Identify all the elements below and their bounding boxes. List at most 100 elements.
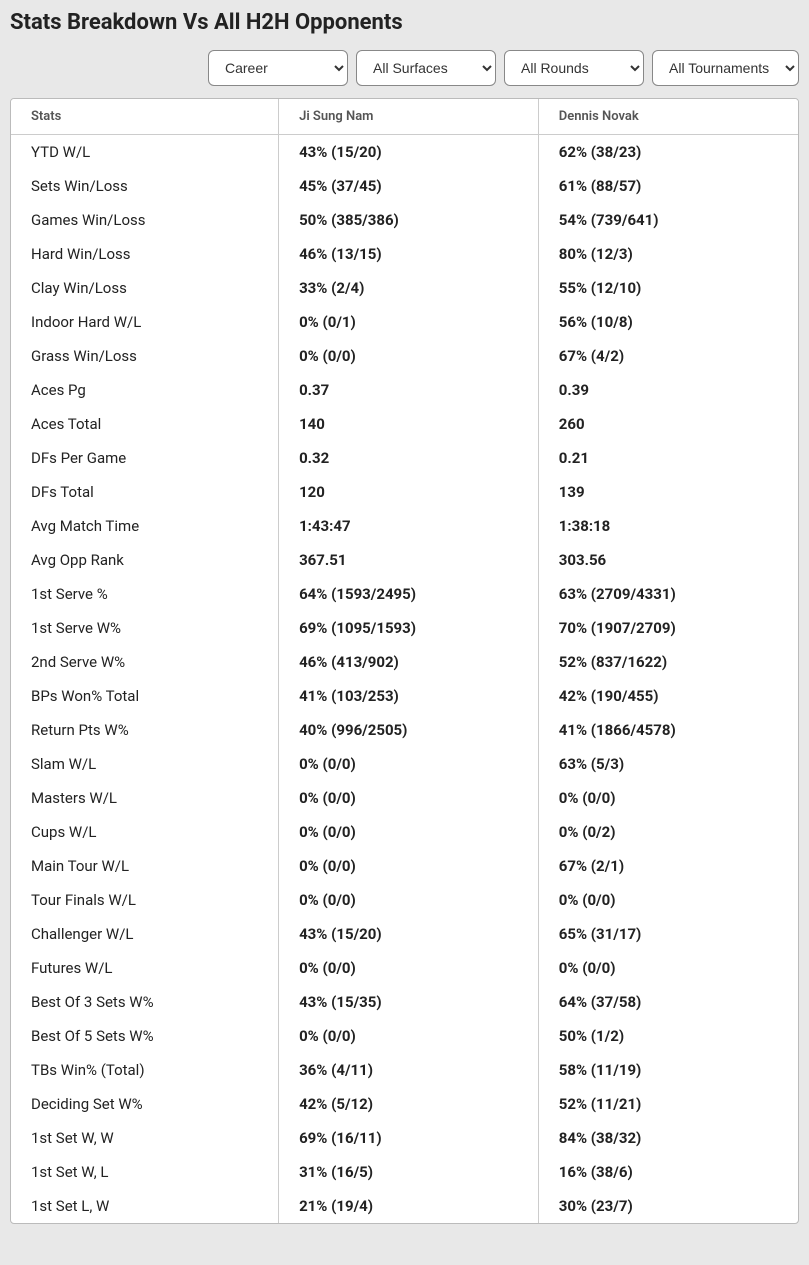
stat-label: Return Pts W% — [11, 713, 279, 747]
table-row: 1st Set W, L31% (16/5)16% (38/6) — [11, 1155, 798, 1189]
table-row: TBs Win% (Total)36% (4/11)58% (11/19) — [11, 1053, 798, 1087]
header-player2: Dennis Novak — [538, 99, 798, 135]
stat-value-player2: 50% (1/2) — [538, 1019, 798, 1053]
stat-value-player2: 67% (4/2) — [538, 339, 798, 373]
table-row: Avg Match Time1:43:471:38:18 — [11, 509, 798, 543]
stat-label: 1st Serve W% — [11, 611, 279, 645]
stat-value-player1: 0% (0/1) — [279, 305, 539, 339]
stat-label: Masters W/L — [11, 781, 279, 815]
stat-value-player1: 69% (16/11) — [279, 1121, 539, 1155]
stat-label: Hard Win/Loss — [11, 237, 279, 271]
filter-round[interactable]: All Rounds — [504, 50, 644, 86]
stat-label: Tour Finals W/L — [11, 883, 279, 917]
stat-value-player1: 46% (413/902) — [279, 645, 539, 679]
stat-value-player2: 70% (1907/2709) — [538, 611, 798, 645]
stat-value-player1: 69% (1095/1593) — [279, 611, 539, 645]
stat-value-player2: 41% (1866/4578) — [538, 713, 798, 747]
stat-label: Avg Opp Rank — [11, 543, 279, 577]
stat-value-player1: 50% (385/386) — [279, 203, 539, 237]
table-row: YTD W/L43% (15/20)62% (38/23) — [11, 135, 798, 170]
stat-label: DFs Total — [11, 475, 279, 509]
stat-value-player1: 0% (0/0) — [279, 339, 539, 373]
table-row: Indoor Hard W/L0% (0/1)56% (10/8) — [11, 305, 798, 339]
table-row: Main Tour W/L0% (0/0)67% (2/1) — [11, 849, 798, 883]
table-row: Tour Finals W/L0% (0/0)0% (0/0) — [11, 883, 798, 917]
stat-value-player2: 63% (5/3) — [538, 747, 798, 781]
stat-label: Best Of 3 Sets W% — [11, 985, 279, 1019]
stat-value-player2: 0% (0/0) — [538, 781, 798, 815]
stat-value-player1: 0% (0/0) — [279, 747, 539, 781]
table-row: Games Win/Loss50% (385/386)54% (739/641) — [11, 203, 798, 237]
stat-value-player2: 16% (38/6) — [538, 1155, 798, 1189]
stat-value-player1: 46% (13/15) — [279, 237, 539, 271]
stat-value-player1: 64% (1593/2495) — [279, 577, 539, 611]
stat-value-player2: 67% (2/1) — [538, 849, 798, 883]
stat-value-player2: 1:38:18 — [538, 509, 798, 543]
stat-value-player2: 62% (38/23) — [538, 135, 798, 170]
stat-label: Games Win/Loss — [11, 203, 279, 237]
table-row: Hard Win/Loss46% (13/15)80% (12/3) — [11, 237, 798, 271]
stat-value-player2: 63% (2709/4331) — [538, 577, 798, 611]
filter-period[interactable]: Career — [208, 50, 348, 86]
stat-value-player1: 31% (16/5) — [279, 1155, 539, 1189]
table-row: Aces Total140260 — [11, 407, 798, 441]
header-stats: Stats — [11, 99, 279, 135]
table-row: Challenger W/L43% (15/20)65% (31/17) — [11, 917, 798, 951]
stat-label: Aces Pg — [11, 373, 279, 407]
stat-label: 1st Serve % — [11, 577, 279, 611]
header-player1: Ji Sung Nam — [279, 99, 539, 135]
stat-value-player2: 65% (31/17) — [538, 917, 798, 951]
stat-value-player1: 140 — [279, 407, 539, 441]
stat-label: Indoor Hard W/L — [11, 305, 279, 339]
table-row: Aces Pg0.370.39 — [11, 373, 798, 407]
stat-value-player2: 52% (837/1622) — [538, 645, 798, 679]
stat-label: Avg Match Time — [11, 509, 279, 543]
table-row: Deciding Set W%42% (5/12)52% (11/21) — [11, 1087, 798, 1121]
stat-label: 1st Set L, W — [11, 1189, 279, 1223]
stat-label: TBs Win% (Total) — [11, 1053, 279, 1087]
filters-row: Career All Surfaces All Rounds All Tourn… — [10, 50, 799, 86]
stat-value-player2: 84% (38/32) — [538, 1121, 798, 1155]
table-row: Masters W/L0% (0/0)0% (0/0) — [11, 781, 798, 815]
stat-value-player1: 36% (4/11) — [279, 1053, 539, 1087]
stat-value-player1: 0.37 — [279, 373, 539, 407]
stat-value-player2: 0.39 — [538, 373, 798, 407]
table-row: Avg Opp Rank367.51303.56 — [11, 543, 798, 577]
stat-value-player2: 52% (11/21) — [538, 1087, 798, 1121]
stat-value-player1: 120 — [279, 475, 539, 509]
table-row: 2nd Serve W%46% (413/902)52% (837/1622) — [11, 645, 798, 679]
filter-surface[interactable]: All Surfaces — [356, 50, 496, 86]
table-row: Sets Win/Loss45% (37/45)61% (88/57) — [11, 169, 798, 203]
filter-tournament[interactable]: All Tournaments — [652, 50, 799, 86]
stat-value-player1: 45% (37/45) — [279, 169, 539, 203]
stat-value-player1: 43% (15/20) — [279, 917, 539, 951]
stat-label: Clay Win/Loss — [11, 271, 279, 305]
table-row: DFs Total120139 — [11, 475, 798, 509]
stat-value-player2: 56% (10/8) — [538, 305, 798, 339]
stat-value-player1: 0% (0/0) — [279, 883, 539, 917]
stat-value-player1: 0% (0/0) — [279, 1019, 539, 1053]
stat-value-player1: 40% (996/2505) — [279, 713, 539, 747]
stat-value-player2: 303.56 — [538, 543, 798, 577]
table-row: Best Of 5 Sets W%0% (0/0)50% (1/2) — [11, 1019, 798, 1053]
table-row: 1st Set W, W69% (16/11)84% (38/32) — [11, 1121, 798, 1155]
stat-value-player2: 61% (88/57) — [538, 169, 798, 203]
table-row: Best Of 3 Sets W%43% (15/35)64% (37/58) — [11, 985, 798, 1019]
stat-value-player1: 33% (2/4) — [279, 271, 539, 305]
stat-label: Sets Win/Loss — [11, 169, 279, 203]
table-row: Futures W/L0% (0/0)0% (0/0) — [11, 951, 798, 985]
stat-value-player2: 260 — [538, 407, 798, 441]
stat-value-player1: 21% (19/4) — [279, 1189, 539, 1223]
stat-label: Main Tour W/L — [11, 849, 279, 883]
table-row: Clay Win/Loss33% (2/4)55% (12/10) — [11, 271, 798, 305]
table-row: Slam W/L0% (0/0)63% (5/3) — [11, 747, 798, 781]
stat-value-player2: 80% (12/3) — [538, 237, 798, 271]
stat-value-player1: 367.51 — [279, 543, 539, 577]
stat-label: Futures W/L — [11, 951, 279, 985]
stat-value-player1: 0% (0/0) — [279, 781, 539, 815]
stat-value-player2: 139 — [538, 475, 798, 509]
stat-value-player1: 0.32 — [279, 441, 539, 475]
stat-label: DFs Per Game — [11, 441, 279, 475]
table-row: Grass Win/Loss0% (0/0)67% (4/2) — [11, 339, 798, 373]
stat-label: Grass Win/Loss — [11, 339, 279, 373]
